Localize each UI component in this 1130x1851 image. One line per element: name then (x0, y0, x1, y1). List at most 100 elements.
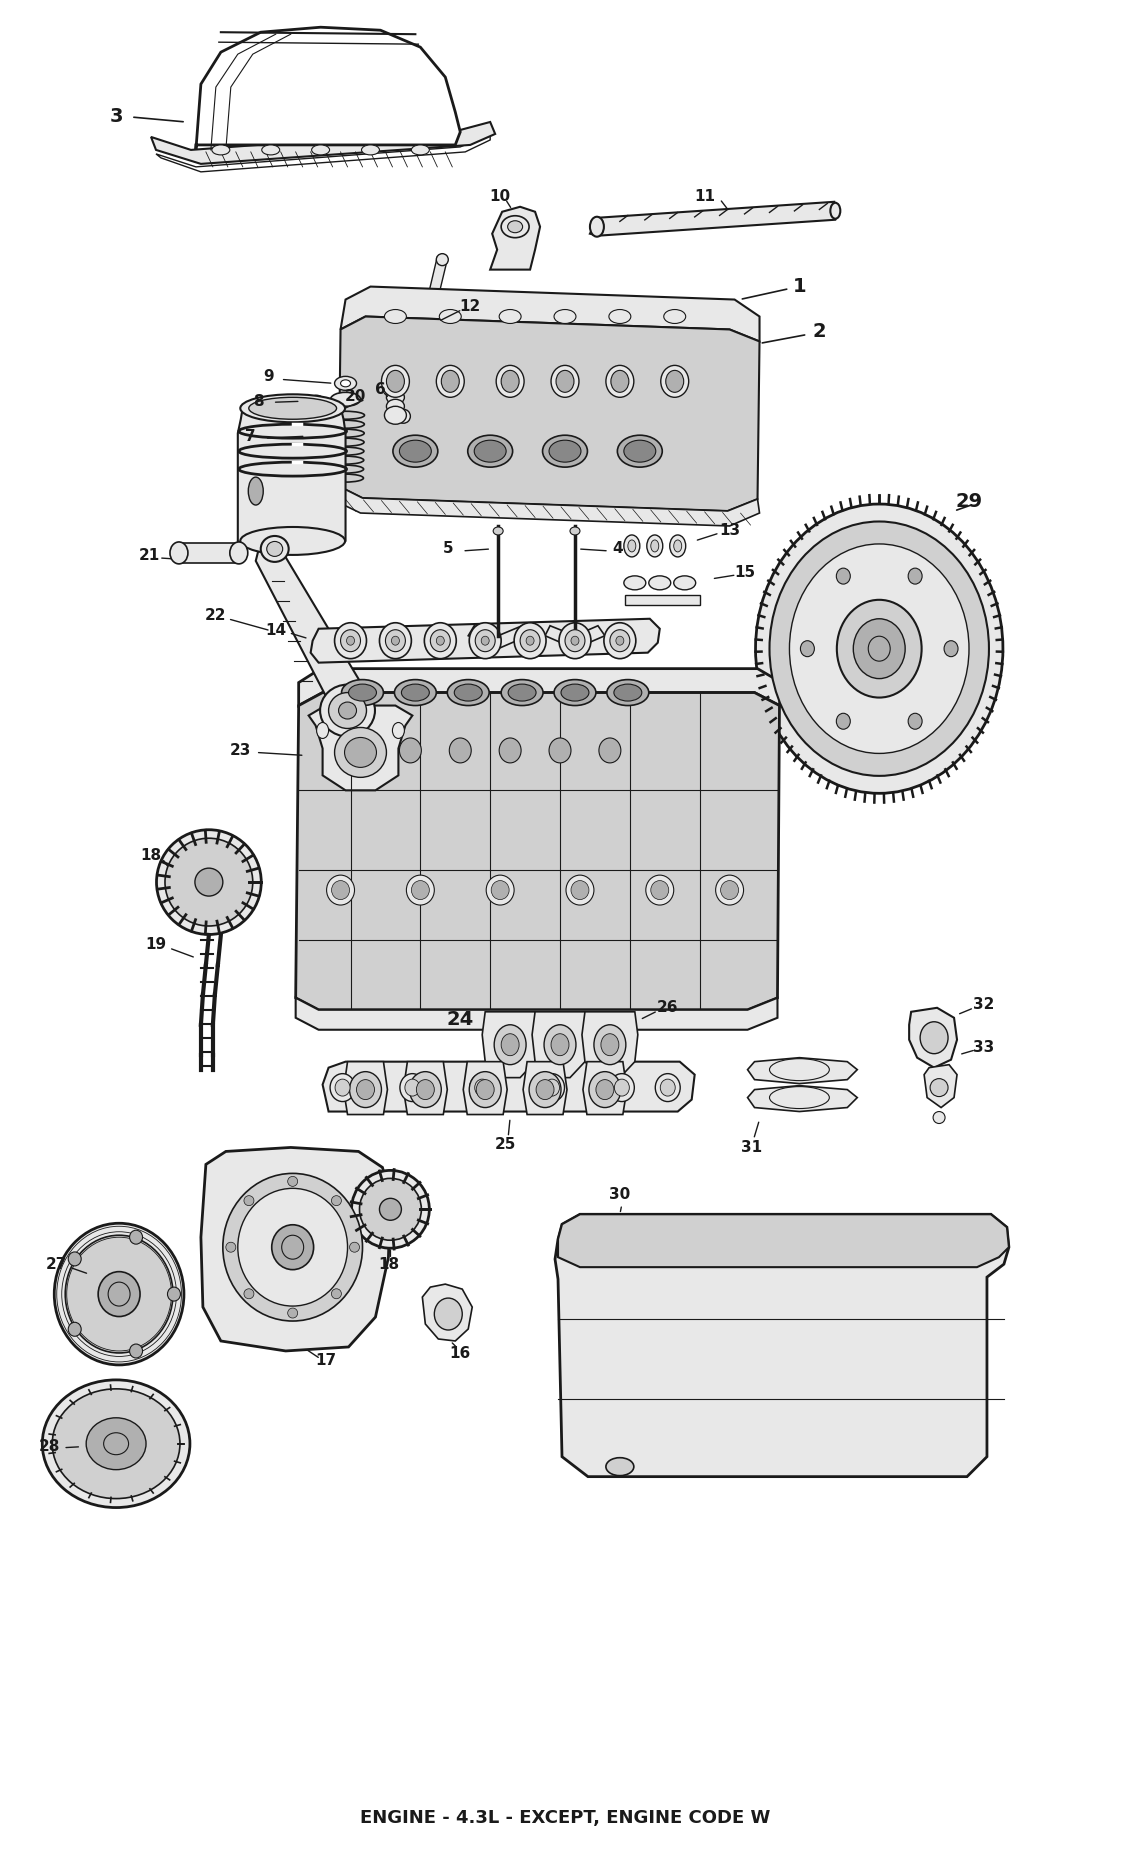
Ellipse shape (392, 722, 405, 739)
Ellipse shape (837, 600, 922, 698)
Ellipse shape (349, 1072, 382, 1107)
Ellipse shape (223, 1174, 363, 1322)
Ellipse shape (399, 441, 432, 463)
Ellipse shape (341, 679, 383, 705)
Text: 18: 18 (140, 848, 162, 863)
Ellipse shape (507, 220, 522, 233)
Ellipse shape (800, 640, 815, 657)
Ellipse shape (596, 1079, 614, 1099)
Polygon shape (490, 207, 540, 270)
Polygon shape (468, 626, 528, 648)
Polygon shape (582, 1012, 637, 1077)
Ellipse shape (565, 629, 585, 652)
Text: 3: 3 (110, 107, 123, 126)
Polygon shape (322, 1062, 695, 1112)
Ellipse shape (670, 535, 686, 557)
Ellipse shape (770, 522, 989, 776)
Ellipse shape (673, 576, 696, 590)
Text: 25: 25 (495, 1137, 515, 1151)
Ellipse shape (660, 1079, 676, 1096)
Polygon shape (311, 618, 660, 663)
Text: 31: 31 (741, 1140, 762, 1155)
Ellipse shape (434, 1298, 462, 1331)
Ellipse shape (329, 692, 366, 729)
Polygon shape (399, 257, 447, 422)
Ellipse shape (831, 204, 841, 218)
Ellipse shape (470, 1074, 495, 1101)
Ellipse shape (475, 441, 506, 463)
Ellipse shape (411, 144, 429, 155)
Polygon shape (339, 317, 759, 511)
Text: 29: 29 (956, 492, 983, 511)
Ellipse shape (194, 868, 223, 896)
Ellipse shape (615, 1079, 629, 1096)
Ellipse shape (310, 396, 323, 405)
Ellipse shape (436, 365, 464, 398)
Ellipse shape (560, 685, 589, 702)
Ellipse shape (486, 876, 514, 905)
Ellipse shape (549, 739, 571, 763)
Polygon shape (748, 1085, 858, 1112)
Text: 32: 32 (973, 998, 994, 1012)
Ellipse shape (721, 881, 739, 900)
Ellipse shape (401, 685, 429, 702)
Ellipse shape (411, 881, 429, 900)
Polygon shape (910, 1007, 957, 1068)
Ellipse shape (229, 542, 247, 565)
Ellipse shape (436, 637, 444, 646)
Ellipse shape (157, 829, 261, 935)
Ellipse shape (673, 540, 681, 552)
Ellipse shape (549, 441, 581, 463)
Ellipse shape (442, 370, 459, 392)
Ellipse shape (330, 1074, 355, 1101)
Ellipse shape (68, 1251, 81, 1266)
Ellipse shape (86, 1418, 146, 1470)
Ellipse shape (397, 409, 410, 424)
Ellipse shape (262, 144, 280, 155)
Polygon shape (151, 122, 495, 165)
Ellipse shape (499, 309, 521, 324)
Ellipse shape (536, 1079, 554, 1099)
Ellipse shape (130, 1231, 142, 1244)
Ellipse shape (362, 144, 380, 155)
Ellipse shape (624, 535, 640, 557)
Ellipse shape (617, 435, 662, 466)
Ellipse shape (606, 1459, 634, 1475)
Polygon shape (308, 705, 412, 790)
Text: 9: 9 (263, 368, 275, 383)
Ellipse shape (499, 739, 521, 763)
Ellipse shape (384, 309, 407, 324)
Ellipse shape (566, 876, 594, 905)
Ellipse shape (382, 365, 409, 398)
Ellipse shape (380, 622, 411, 659)
Ellipse shape (386, 391, 405, 404)
Ellipse shape (98, 1272, 140, 1316)
Ellipse shape (508, 685, 536, 702)
Ellipse shape (494, 1025, 527, 1064)
Ellipse shape (554, 679, 596, 705)
Ellipse shape (589, 1072, 620, 1107)
Text: 33: 33 (973, 1040, 994, 1055)
Ellipse shape (68, 1322, 81, 1336)
Polygon shape (237, 407, 346, 546)
Ellipse shape (348, 685, 376, 702)
Ellipse shape (359, 1179, 421, 1240)
Ellipse shape (603, 622, 636, 659)
Ellipse shape (476, 1079, 494, 1099)
Ellipse shape (529, 1072, 560, 1107)
Ellipse shape (447, 679, 489, 705)
Ellipse shape (606, 365, 634, 398)
Polygon shape (344, 1062, 388, 1114)
Ellipse shape (502, 1033, 519, 1055)
Ellipse shape (756, 503, 1003, 794)
Ellipse shape (241, 528, 345, 555)
Ellipse shape (836, 713, 850, 729)
Ellipse shape (611, 370, 628, 392)
Ellipse shape (386, 370, 405, 392)
Ellipse shape (469, 622, 502, 659)
Polygon shape (463, 1062, 507, 1114)
Text: 15: 15 (734, 565, 755, 581)
Polygon shape (558, 1214, 1009, 1268)
Text: ENGINE - 4.3L - EXCEPT, ENGINE CODE W: ENGINE - 4.3L - EXCEPT, ENGINE CODE W (359, 1808, 771, 1827)
Ellipse shape (666, 370, 684, 392)
